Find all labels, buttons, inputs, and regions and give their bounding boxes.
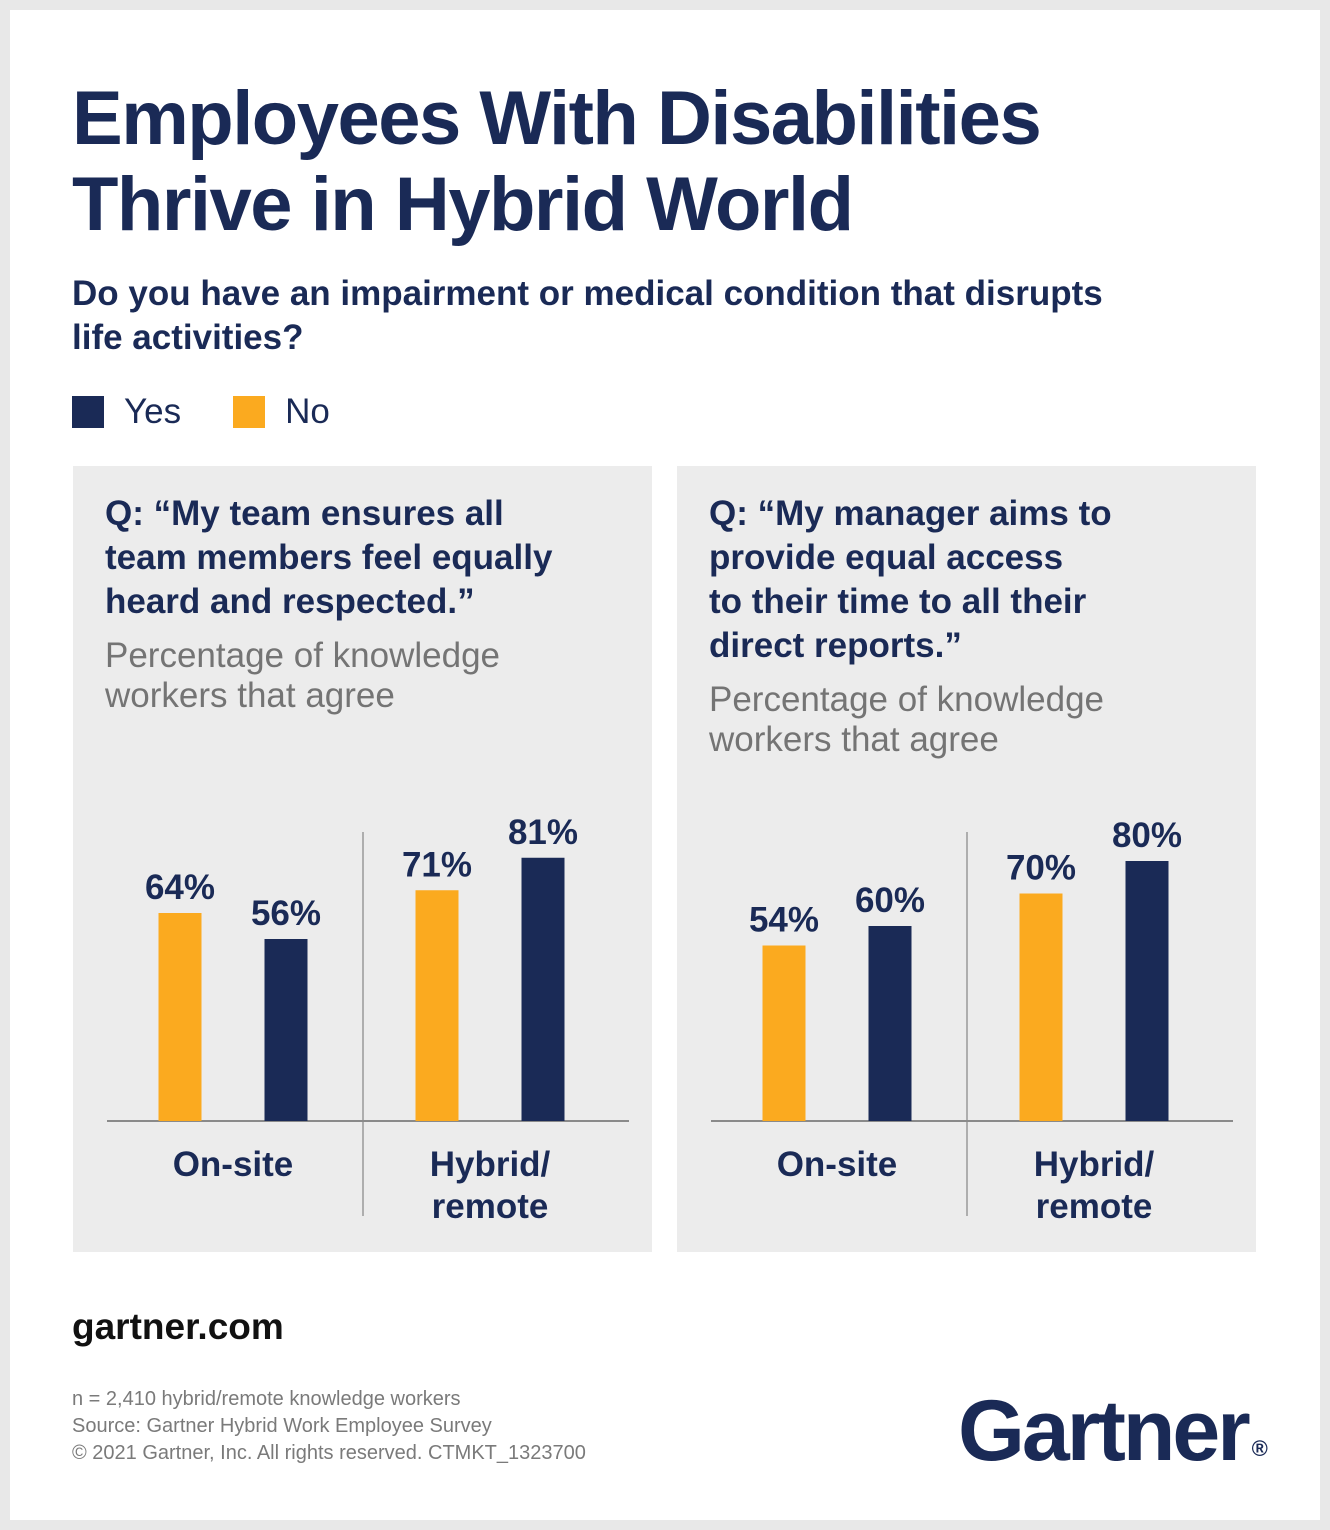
site-link[interactable]: gartner.com	[72, 1306, 284, 1347]
infographic-card: Employees With Disabilities Thrive in Hy…	[10, 10, 1320, 1520]
legend-item-yes: Yes	[72, 392, 181, 432]
data-label: 64%	[145, 868, 215, 907]
question-line: team members feel equally	[105, 538, 553, 577]
footnote-sample: n = 2,410 hybrid/remote knowledge worker…	[72, 1388, 461, 1410]
chart-panel-team-respect: Q: “My team ensures all team members fee…	[73, 466, 652, 1252]
data-label: 56%	[251, 894, 321, 933]
question-line: Q: “My manager aims to	[709, 494, 1112, 533]
question-line: heard and respected.”	[105, 582, 475, 621]
bar-yes	[264, 939, 308, 1121]
measure-line: workers that agree	[709, 720, 999, 759]
bar-yes	[521, 857, 565, 1121]
data-label: 80%	[1112, 816, 1182, 855]
category-label: remote	[432, 1187, 549, 1226]
data-label: 70%	[1006, 849, 1076, 888]
title-line: Employees With Disabilities	[72, 76, 1042, 161]
measure-line: Percentage of knowledge	[105, 636, 500, 675]
question-line: Q: “My team ensures all	[105, 494, 504, 533]
question-line: direct reports.”	[709, 626, 962, 665]
question-line: to their time to all their	[709, 582, 1087, 621]
measure-line: Percentage of knowledge	[709, 680, 1104, 719]
subtitle-line: life activities?	[72, 318, 304, 357]
data-label: 54%	[749, 901, 819, 940]
bar-no	[1019, 893, 1063, 1121]
panel-measure: Percentage of knowledge workers that agr…	[709, 680, 1229, 760]
panel-question: Q: “My manager aims to provide equal acc…	[709, 492, 1239, 668]
legend-item-no: No	[233, 392, 330, 432]
bar-yes	[868, 926, 912, 1121]
panel-measure: Percentage of knowledge workers that agr…	[105, 636, 625, 716]
category-label: remote	[1036, 1187, 1153, 1226]
chart-panel-manager-access: Q: “My manager aims to provide equal acc…	[677, 466, 1256, 1252]
logo-wordmark: Gartner	[958, 1383, 1251, 1479]
data-label: 71%	[402, 845, 472, 884]
footnote-copyright: © 2021 Gartner, Inc. All rights reserved…	[72, 1442, 586, 1464]
legend-swatch-yes	[72, 396, 104, 428]
bar-no	[415, 890, 459, 1121]
data-label: 81%	[508, 813, 578, 852]
footnotes: n = 2,410 hybrid/remote knowledge worker…	[72, 1386, 586, 1467]
bar-no	[762, 945, 806, 1121]
panel-question: Q: “My team ensures all team members fee…	[105, 492, 635, 624]
category-label: Hybrid/	[430, 1145, 551, 1184]
legend-label-no: No	[285, 392, 330, 431]
bar-chart-manager-access: 54% 60% On-site 70% 80% Hybrid/remote	[711, 816, 1233, 1226]
category-label: On-site	[173, 1145, 294, 1184]
bar-no	[158, 913, 202, 1121]
data-label: 60%	[855, 881, 925, 920]
title-line: Thrive in Hybrid World	[72, 162, 854, 247]
category-label: On-site	[777, 1145, 898, 1184]
registered-mark: ®	[1251, 1436, 1268, 1461]
question-line: provide equal access	[709, 538, 1064, 577]
category-label: Hybrid/	[1034, 1145, 1155, 1184]
legend: Yes No	[72, 392, 382, 432]
survey-question: Do you have an impairment or medical con…	[72, 272, 1252, 360]
measure-line: workers that agree	[105, 676, 395, 715]
legend-label-yes: Yes	[124, 392, 182, 431]
gartner-logo: Gartner ®	[958, 1388, 1268, 1474]
footnote-source: Source: Gartner Hybrid Work Employee Sur…	[72, 1415, 492, 1437]
subtitle-line: Do you have an impairment or medical con…	[72, 274, 1103, 313]
bar-chart-team-respect: 64% 56% On-site 71% 81% Hybrid/remote	[107, 813, 629, 1226]
page-title: Employees With Disabilities Thrive in Hy…	[72, 76, 1272, 248]
legend-swatch-no	[233, 396, 266, 428]
bar-yes	[1125, 861, 1169, 1121]
